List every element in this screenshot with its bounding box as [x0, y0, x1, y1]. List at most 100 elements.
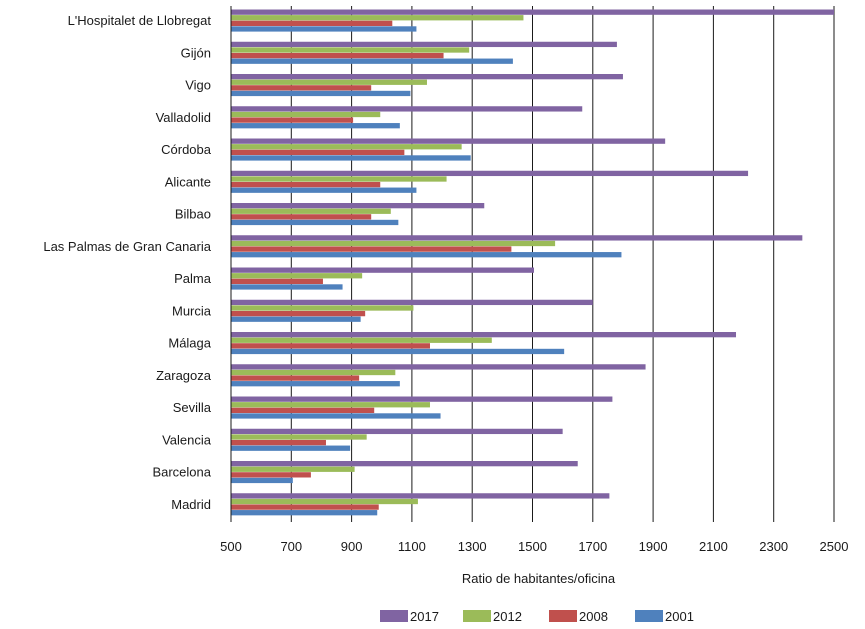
bar-2008-3 [231, 117, 354, 123]
bar-2017-15 [231, 493, 610, 499]
bar-2008-5 [231, 181, 381, 188]
category-label: Bilbao [175, 207, 211, 222]
bar-2008-14 [231, 472, 311, 478]
bar-2008-6 [231, 214, 372, 220]
bar-2001-8 [231, 284, 343, 290]
bar-2012-6 [231, 208, 391, 214]
x-tick-label: 500 [220, 539, 242, 554]
bar-2017-1 [231, 41, 617, 48]
bar-2017-11 [231, 364, 646, 370]
bar-2017-4 [231, 138, 666, 144]
bar-2017-12 [231, 396, 613, 402]
x-axis-title: Ratio de habitantes/oficina [462, 571, 616, 586]
bar-2001-3 [231, 123, 400, 129]
bar-2012-4 [231, 144, 462, 150]
category-label: Madrid [171, 497, 211, 512]
bar-2017-5 [231, 170, 749, 177]
x-tick-labels: 500 700 900 1100 1300 1500 1700 1900 2100 2300 250… [220, 539, 848, 554]
bar-2012-7 [231, 240, 556, 247]
legend-swatch-2008 [549, 610, 577, 622]
bar-2017-13 [231, 428, 563, 435]
legend-label-2008: 2008 [579, 609, 608, 624]
bar-2012-3 [231, 111, 381, 118]
bar-2017-7 [231, 235, 803, 241]
category-label: Barcelona [152, 465, 211, 480]
bar-2008-8 [231, 278, 323, 284]
bar-2017-8 [231, 267, 535, 273]
category-label: Murcia [172, 303, 212, 318]
bar-2001-7 [231, 252, 622, 258]
bar-2012-13 [231, 434, 367, 440]
bar-2017-14 [231, 461, 578, 467]
legend-swatch-2001 [635, 610, 663, 622]
category-label: Palma [174, 271, 212, 286]
bar-2001-2 [231, 90, 411, 97]
legend-label-2001: 2001 [665, 609, 694, 624]
legend-label-2017: 2017 [410, 609, 439, 624]
bar-2017-10 [231, 332, 737, 338]
bars [231, 9, 834, 516]
bar-2017-6 [231, 203, 485, 209]
x-tick-label: 1100 [398, 539, 426, 554]
bar-2001-10 [231, 348, 565, 355]
bar-2017-3 [231, 106, 583, 112]
category-label: Córdoba [161, 142, 212, 157]
bar-2017-2 [231, 74, 623, 80]
bar-2008-15 [231, 504, 379, 510]
category-labels: L'Hospitalet de Llobregat Gijón Vigo Vallad… [43, 13, 211, 512]
bar-2008-7 [231, 246, 512, 252]
bar-2001-4 [231, 155, 471, 161]
bar-2012-2 [231, 79, 427, 85]
x-tick-label: 2100 [699, 539, 728, 554]
category-label: Gijón [181, 45, 211, 60]
bar-2001-13 [231, 445, 351, 451]
bar-2012-10 [231, 337, 492, 343]
bar-2008-9 [231, 310, 366, 317]
bar-2012-12 [231, 402, 430, 408]
bar-2001-11 [231, 381, 400, 387]
category-label: L'Hospitalet de Llobregat [68, 13, 212, 28]
x-tick-label: 1500 [518, 539, 547, 554]
bar-2008-1 [231, 52, 444, 59]
bar-2008-12 [231, 407, 375, 413]
legend-swatch-2017 [380, 610, 408, 622]
bar-2012-8 [231, 273, 363, 279]
bar-2001-14 [231, 477, 293, 484]
x-tick-label: 1300 [458, 539, 487, 554]
bar-2008-4 [231, 149, 405, 155]
bar-2012-5 [231, 176, 447, 182]
category-label: Las Palmas de Gran Canaria [43, 239, 211, 254]
bar-2001-5 [231, 187, 417, 193]
legend-label-2012: 2012 [493, 609, 522, 624]
bar-2001-9 [231, 316, 361, 322]
category-label: Alicante [165, 174, 211, 189]
bar-2001-1 [231, 58, 513, 64]
bar-2012-11 [231, 369, 396, 376]
x-tick-label: 2300 [759, 539, 788, 554]
bar-2008-0 [231, 20, 393, 26]
bar-2012-14 [231, 466, 355, 472]
category-label: Zaragoza [156, 368, 212, 383]
bar-2001-15 [231, 510, 378, 516]
x-tick-label: 2500 [820, 539, 849, 554]
bar-2001-12 [231, 413, 441, 419]
x-tick-label: 900 [341, 539, 363, 554]
bar-2008-10 [231, 343, 430, 349]
bar-2012-1 [231, 47, 470, 53]
x-tick-label: 1700 [578, 539, 607, 554]
bar-2012-9 [231, 305, 414, 311]
bar-2012-0 [231, 15, 524, 21]
category-label: Valencia [162, 432, 212, 447]
category-label: Sevilla [173, 400, 212, 415]
bar-2008-13 [231, 439, 326, 446]
bar-2008-2 [231, 85, 372, 91]
bar-2008-11 [231, 375, 360, 381]
bar-2017-9 [231, 299, 593, 306]
bar-2001-0 [231, 26, 417, 32]
legend: 2017 2012 2008 2001 [380, 609, 694, 624]
x-tick-label: 1900 [639, 539, 668, 554]
x-tick-label: 700 [280, 539, 302, 554]
legend-swatch-2012 [463, 610, 491, 622]
bar-2017-0 [231, 9, 834, 15]
